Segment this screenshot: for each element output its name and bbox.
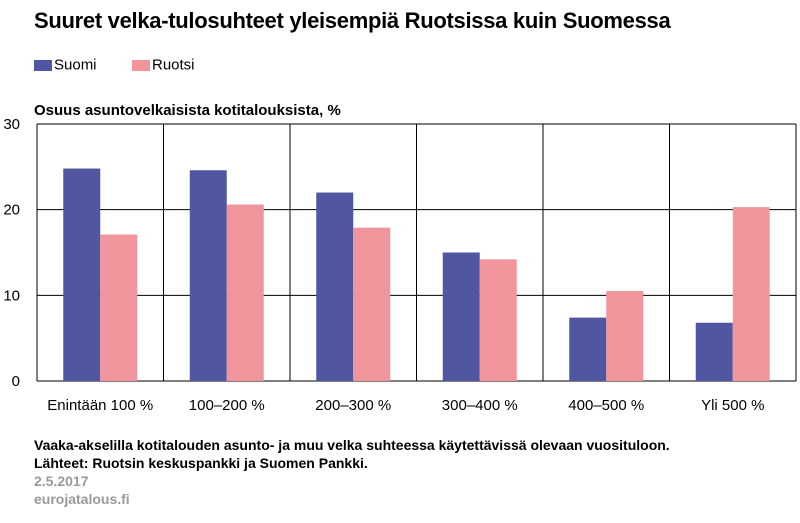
bar-ruotsi-1 [226,204,264,381]
bar-ruotsi-4 [606,291,644,381]
grid-lines [36,123,797,382]
bar-suomi-5 [695,322,733,381]
legend-item-ruotsi: Ruotsi [132,56,195,74]
chart-title: Suuret velka-tulosuhteet yleisempiä Ruot… [34,8,671,33]
y-axis-unit-label: Osuus asuntovelkaisista kotitalouksista,… [34,102,341,119]
legend-label-suomi: Suomi [54,56,97,74]
bar-suomi-2 [316,192,354,381]
bar-suomi-1 [189,170,227,381]
x-tick-label-1: 100–200 % [189,397,265,414]
bar-suomi-4 [569,317,607,381]
bar-ruotsi-2 [353,227,391,381]
legend-swatch-ruotsi [132,59,150,71]
bar-ruotsi-3 [479,259,517,381]
x-tick-label-3: 300–400 % [442,397,518,414]
x-tick-label-5: Yli 500 % [701,397,764,414]
x-tick-labels: Enintään 100 % 100–200 % 200–300 % 300–400 … [47,397,764,414]
bar-suomi-3 [442,252,480,381]
y-tick-label-30: 30 [3,116,20,133]
footer-site: eurojatalous.fi [34,491,130,507]
legend-label-ruotsi: Ruotsi [152,56,195,74]
bar-ruotsi-0 [100,234,138,381]
legend-swatch-suomi [34,59,52,71]
bar-ruotsi-5 [732,207,770,381]
footer-date: 2.5.2017 [34,473,89,489]
y-tick-label-20: 20 [3,202,20,219]
y-tick-labels: 0 10 20 30 [3,116,20,390]
bars [63,168,770,381]
footer-note: Vaaka-akselilla kotitalouden asunto- ja … [34,437,670,453]
x-tick-label-4: 400–500 % [568,397,644,414]
footer-sources: Lähteet: Ruotsin keskuspankki ja Suomen … [34,455,368,471]
legend-item-suomi: Suomi [34,56,97,74]
x-tick-label-2: 200–300 % [315,397,391,414]
footer: Vaaka-akselilla kotitalouden asunto- ja … [34,436,670,508]
y-tick-label-10: 10 [3,287,20,304]
x-tick-label-0: Enintään 100 % [47,397,153,414]
y-tick-label-0: 0 [12,373,20,390]
bar-suomi-0 [63,168,101,381]
